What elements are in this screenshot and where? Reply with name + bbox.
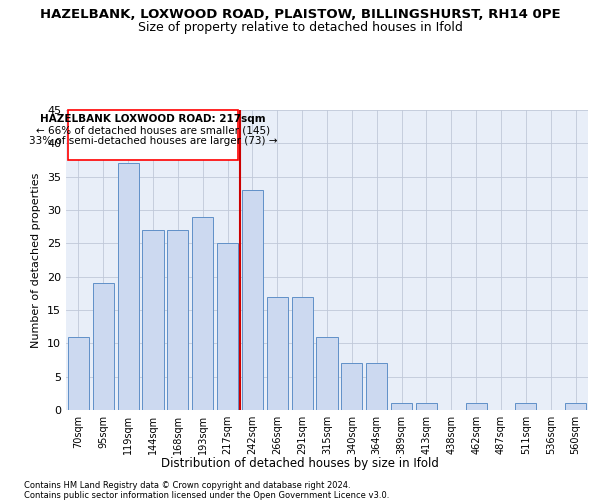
Text: 33% of semi-detached houses are larger (73) →: 33% of semi-detached houses are larger (… [29,136,277,146]
Text: Contains public sector information licensed under the Open Government Licence v3: Contains public sector information licen… [24,491,389,500]
Bar [192,216,213,410]
Bar [267,296,288,410]
Bar [366,364,387,410]
Bar [466,404,487,410]
Text: ← 66% of detached houses are smaller (145): ← 66% of detached houses are smaller (14… [36,126,270,136]
Bar [93,284,114,410]
Bar [142,230,164,410]
Bar [292,296,313,410]
Text: Distribution of detached houses by size in Ifold: Distribution of detached houses by size … [161,458,439,470]
Bar [391,404,412,410]
Bar [217,244,238,410]
Y-axis label: Number of detached properties: Number of detached properties [31,172,41,348]
Bar [118,164,139,410]
Text: HAZELBANK, LOXWOOD ROAD, PLAISTOW, BILLINGSHURST, RH14 0PE: HAZELBANK, LOXWOOD ROAD, PLAISTOW, BILLI… [40,8,560,20]
Text: Size of property relative to detached houses in Ifold: Size of property relative to detached ho… [137,21,463,34]
Bar [167,230,188,410]
Bar [565,404,586,410]
Text: Contains HM Land Registry data © Crown copyright and database right 2024.: Contains HM Land Registry data © Crown c… [24,481,350,490]
Bar [416,404,437,410]
FancyBboxPatch shape [68,110,238,160]
Bar [68,336,89,410]
Bar [341,364,362,410]
Bar [316,336,338,410]
Text: HAZELBANK LOXWOOD ROAD: 217sqm: HAZELBANK LOXWOOD ROAD: 217sqm [40,114,266,124]
Bar [242,190,263,410]
Bar [515,404,536,410]
